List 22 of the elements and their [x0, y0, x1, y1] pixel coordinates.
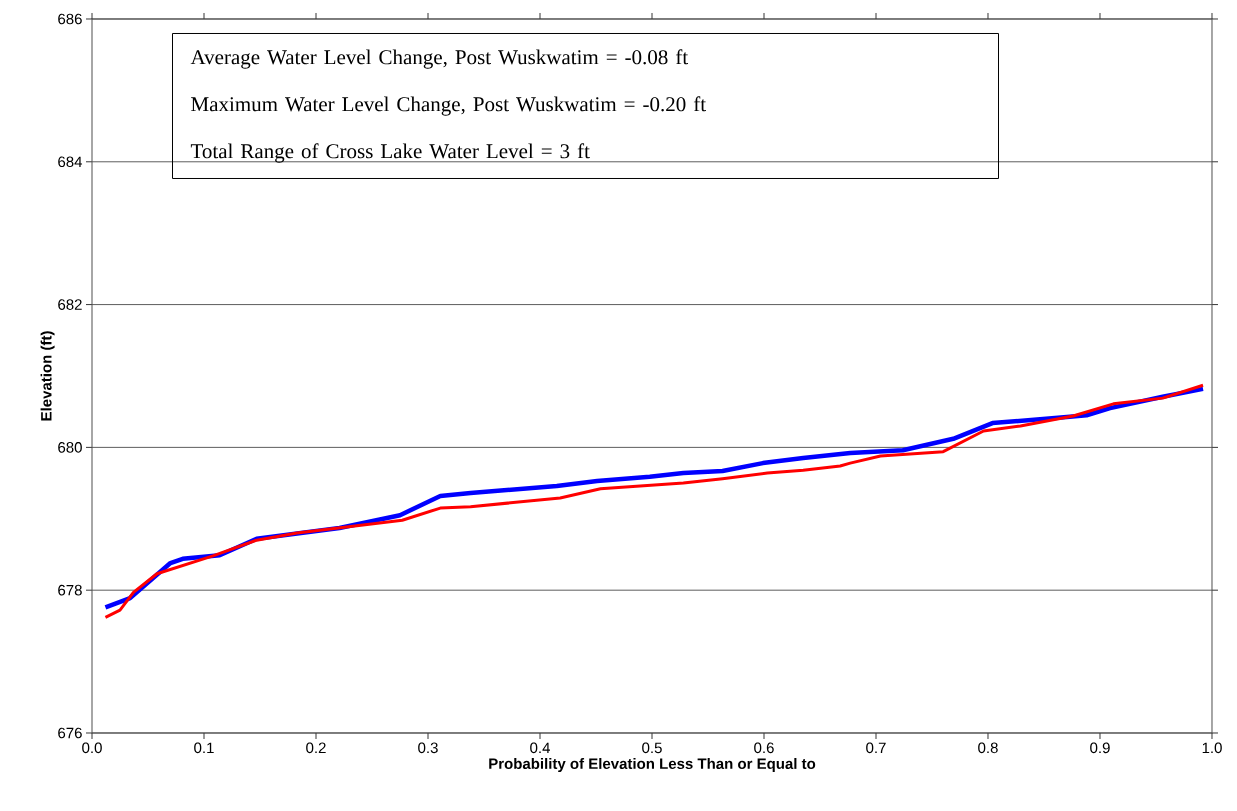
annotation: Average Water Level Change, Post Wuskwatim = -0.08 ft: [190, 49, 689, 69]
x-tick-label: 0.9: [1090, 742, 1110, 754]
y-tick-label: 680: [58, 442, 82, 453]
x-tick-label: 0.4: [530, 742, 550, 754]
y-axis-title: Elevation (ft): [40, 331, 55, 421]
x-tick-label: 0.6: [754, 742, 774, 754]
x-tick-label: 0.3: [418, 742, 438, 754]
x-tick-label: 0.1: [194, 742, 214, 754]
x-tick-label: 0.0: [82, 742, 102, 754]
x-tick-label: 0.5: [642, 742, 662, 754]
y-tick-label: 678: [58, 584, 82, 596]
y-tick-label: 686: [58, 13, 82, 25]
x-tick-label: 0.7: [866, 742, 886, 754]
y-tick-label: 682: [58, 299, 82, 310]
x-axis-title: Probability of Elevation Less Than or Equal to: [489, 758, 816, 772]
x-tick-label: 1.0: [1202, 742, 1222, 754]
x-tick-label: 0.2: [306, 742, 326, 754]
annotation: Maximum Water Level Change, Post Wuskwatim = -0.20 ft: [191, 96, 706, 116]
x-tick-label: 0.8: [978, 742, 998, 754]
annotation: Total Range of Cross Lake Water Level = 3 ft: [190, 143, 590, 163]
y-tick-label: 676: [58, 727, 82, 739]
y-tick-label: 684: [58, 156, 83, 168]
